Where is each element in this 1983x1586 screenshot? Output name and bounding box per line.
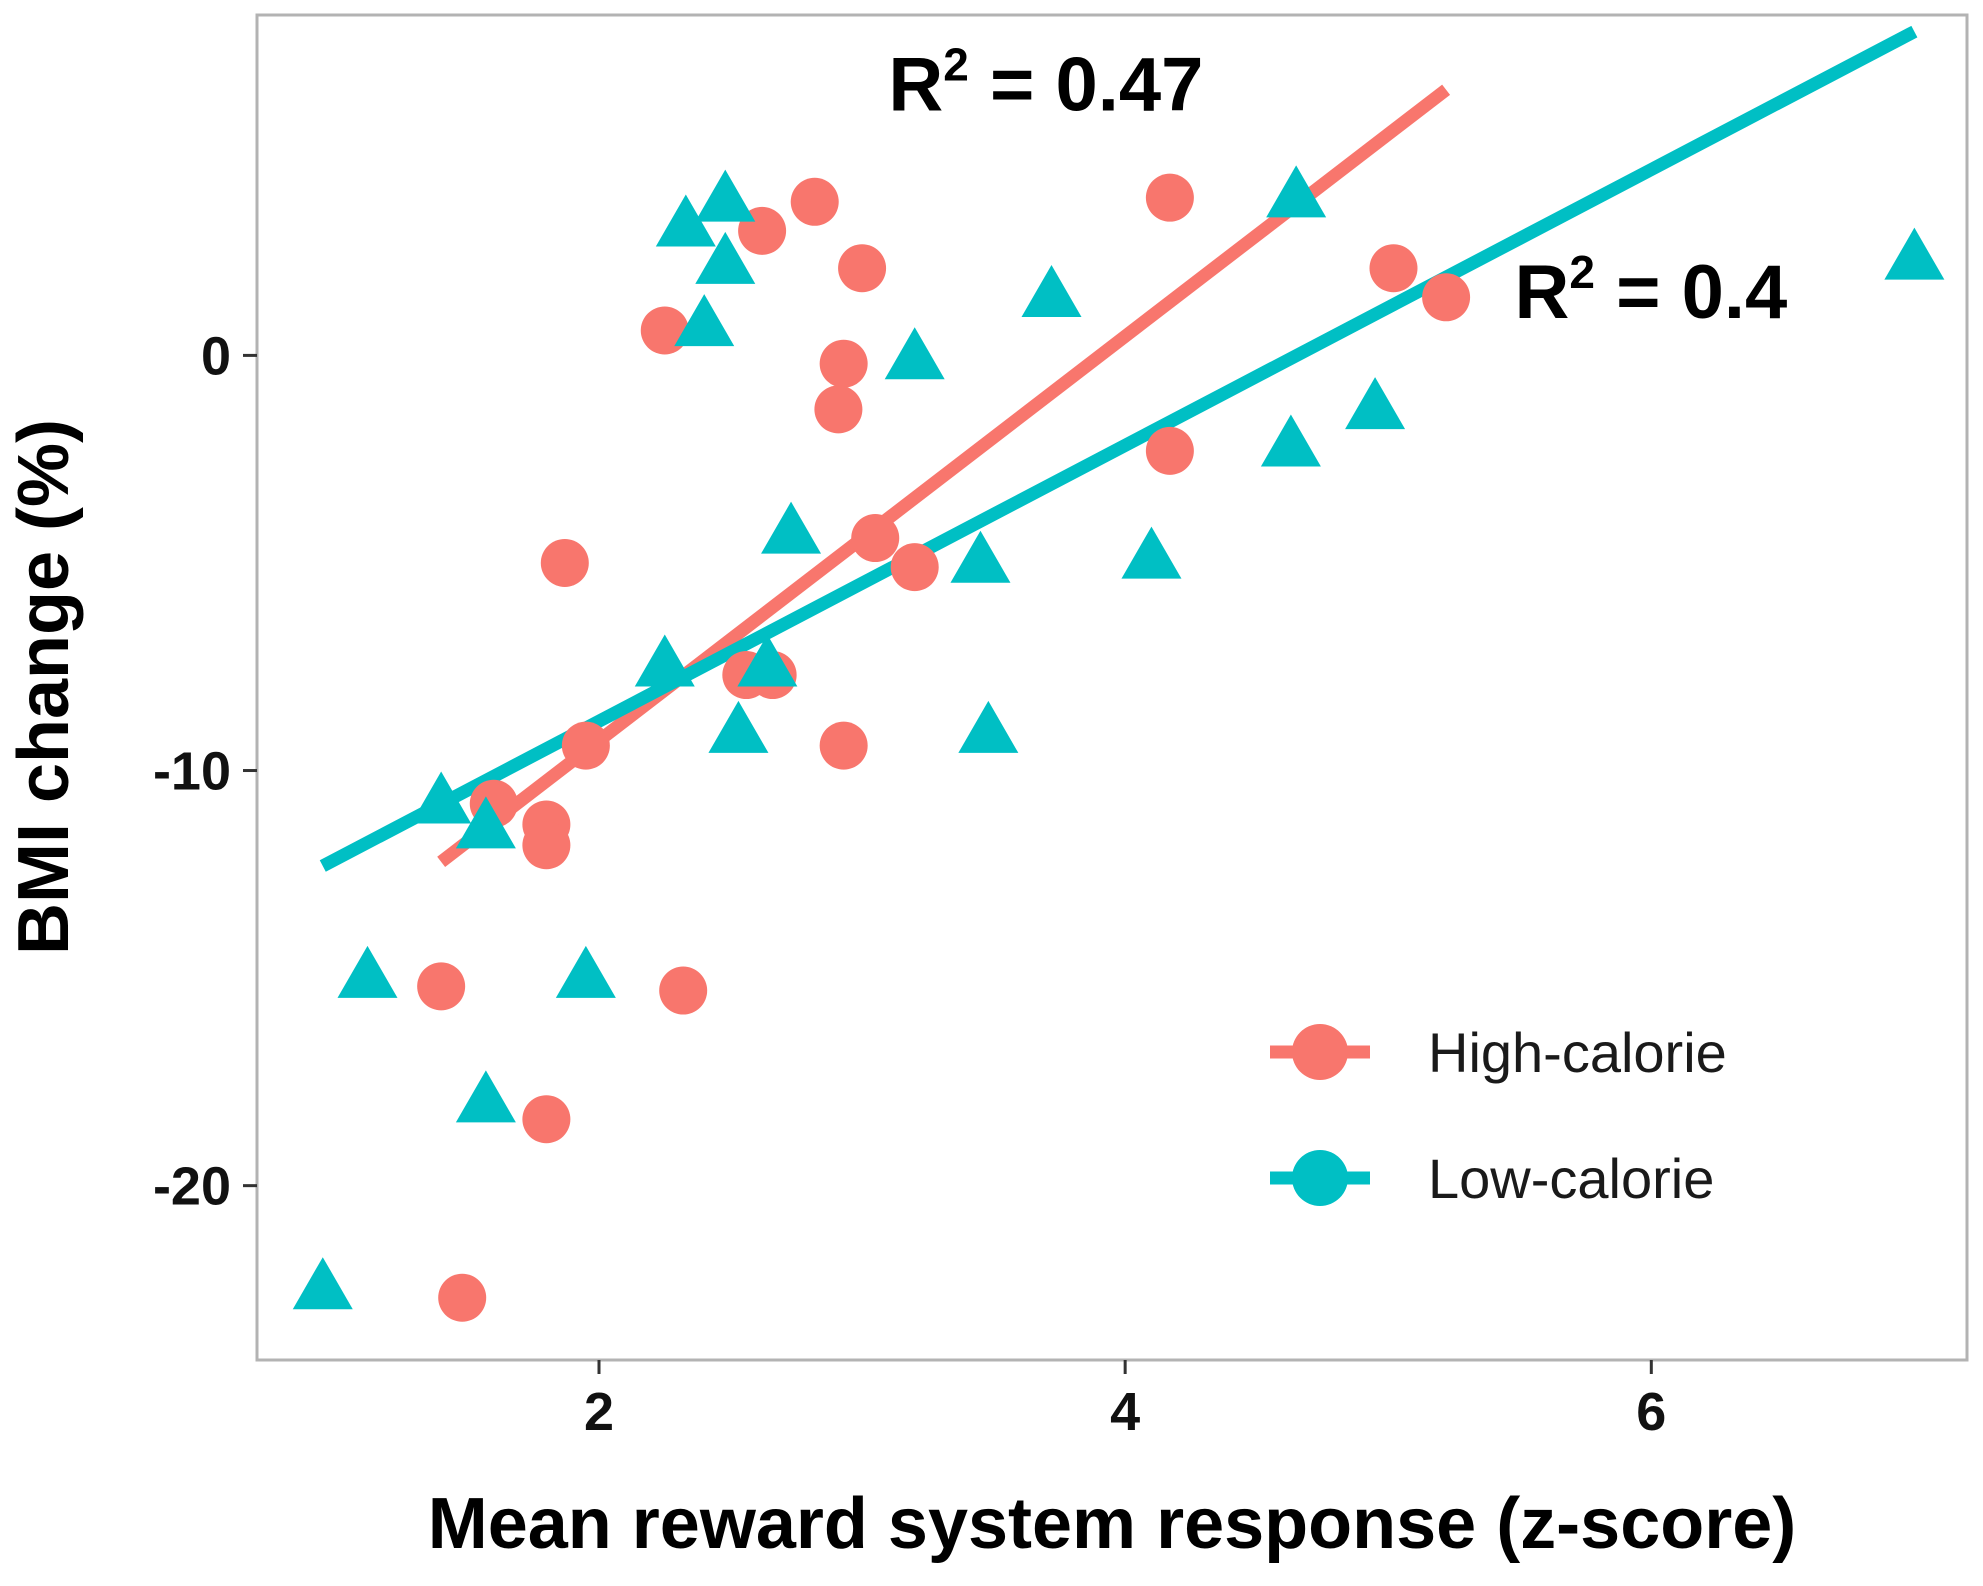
x-tick-label: 6 (1636, 1382, 1666, 1442)
r2-label-high-calorie: R2 = 0.47 (888, 38, 1203, 127)
x-tick-label: 2 (584, 1382, 614, 1442)
data-point-high-calorie (1422, 273, 1471, 322)
legend-item-low-calorie: Low-calorie (1270, 1147, 1714, 1210)
data-point-high-calorie (561, 721, 610, 770)
data-point-low-calorie (884, 327, 945, 380)
data-points (292, 165, 1945, 1322)
data-point-low-calorie (674, 294, 735, 347)
data-point-low-calorie (337, 945, 398, 998)
data-point-low-calorie (1266, 165, 1327, 218)
legend-marker (1292, 1024, 1348, 1080)
data-point-high-calorie (814, 385, 863, 434)
data-point-low-calorie (761, 501, 822, 554)
legend: High-calorie Low-calorie (1270, 1021, 1727, 1210)
data-point-low-calorie (1884, 227, 1945, 280)
data-point-high-calorie (851, 514, 900, 563)
data-point-high-calorie (1145, 426, 1194, 475)
data-point-high-calorie (838, 244, 887, 293)
data-point-high-calorie (1145, 173, 1194, 222)
data-point-high-calorie (522, 1095, 571, 1144)
data-point-low-calorie (708, 700, 769, 753)
data-point-low-calorie (634, 634, 695, 687)
data-point-low-calorie (1021, 265, 1082, 318)
data-point-low-calorie (655, 194, 716, 247)
data-point-low-calorie (958, 700, 1019, 753)
data-point-low-calorie (695, 231, 756, 284)
legend-label: Low-calorie (1428, 1147, 1714, 1210)
data-point-high-calorie (890, 543, 939, 592)
data-point-high-calorie (659, 966, 708, 1015)
data-point-high-calorie (640, 306, 689, 355)
data-point-low-calorie (555, 945, 616, 998)
data-point-low-calorie (950, 530, 1011, 583)
legend-marker (1292, 1150, 1348, 1206)
data-point-low-calorie (455, 796, 516, 849)
data-point-low-calorie (737, 634, 798, 687)
data-point-low-calorie (455, 1070, 516, 1123)
data-point-high-calorie (417, 962, 466, 1011)
data-point-high-calorie (540, 538, 589, 587)
x-axis-title: Mean reward system response (z-score) (428, 1484, 1797, 1564)
y-axis: 0 -10 -20 (153, 326, 257, 1217)
data-point-low-calorie (1260, 414, 1321, 467)
y-tick-label: 0 (201, 326, 231, 386)
fit-line-high-calorie (437, 84, 1451, 868)
x-axis: 2 4 6 (584, 1360, 1666, 1442)
data-point-low-calorie (292, 1257, 353, 1310)
data-point-low-calorie (1121, 526, 1182, 579)
data-point-high-calorie (819, 339, 868, 388)
data-point-low-calorie (695, 169, 756, 222)
r2-annotations: R2 = 0.47 R2 = 0.4 (888, 38, 1787, 335)
data-point-high-calorie (1369, 244, 1418, 293)
legend-label: High-calorie (1428, 1021, 1727, 1084)
r2-label-low-calorie: R2 = 0.4 (1515, 246, 1788, 335)
data-point-low-calorie (1345, 377, 1406, 430)
data-point-high-calorie (522, 821, 571, 870)
x-tick-label: 4 (1110, 1382, 1140, 1442)
data-point-high-calorie (819, 721, 868, 770)
y-tick-label: -10 (153, 742, 231, 802)
data-point-high-calorie (438, 1273, 487, 1322)
y-axis-title: BMI change (%) (4, 419, 84, 955)
data-point-low-calorie (411, 771, 472, 824)
y-tick-label: -20 (153, 1157, 231, 1217)
legend-item-high-calorie: High-calorie (1270, 1021, 1727, 1084)
data-point-high-calorie (790, 177, 839, 226)
